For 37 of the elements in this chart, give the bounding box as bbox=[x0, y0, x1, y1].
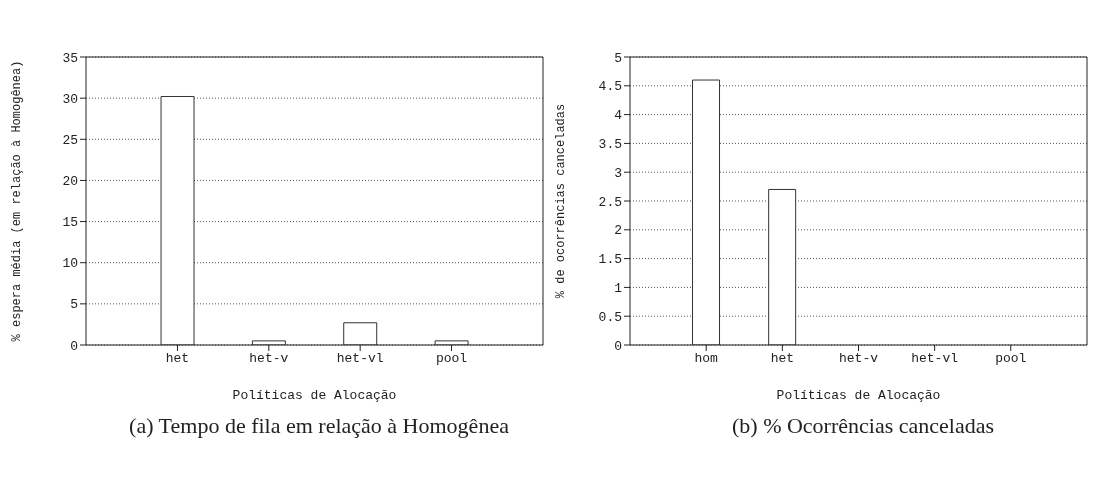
bar bbox=[160, 96, 195, 345]
x-tick-label: het bbox=[165, 351, 190, 367]
y-tick-label: 5 bbox=[614, 50, 622, 66]
bar bbox=[434, 340, 469, 345]
y-tick-label: 2 bbox=[614, 223, 622, 239]
y-tick-label: 1 bbox=[614, 281, 623, 297]
y-tick-label: 5 bbox=[70, 297, 78, 313]
y-tick-label: 30 bbox=[62, 91, 78, 107]
x-tick-label: het-v bbox=[249, 351, 289, 367]
y-tick-label: 1.5 bbox=[598, 252, 622, 268]
y-tick-label: 4.5 bbox=[598, 79, 622, 95]
x-tick-label: pool bbox=[995, 351, 1027, 367]
x-tick-label: hom bbox=[694, 351, 719, 367]
y-tick-label: 25 bbox=[62, 132, 78, 148]
x-axis-title: Políticas de Alocação bbox=[232, 388, 397, 403]
bar bbox=[343, 322, 378, 345]
y-tick-label: 35 bbox=[62, 50, 78, 66]
text: (b) % Ocorrências canceladas bbox=[731, 413, 995, 439]
y-tick-label: 20 bbox=[62, 174, 78, 190]
y-axis-title: % de ocorrências canceladas bbox=[554, 103, 569, 299]
y-tick-label: 2.5 bbox=[598, 194, 622, 210]
y-tick-label: 0 bbox=[70, 338, 78, 354]
x-tick-label: het-v bbox=[838, 351, 879, 367]
y-tick-label: 4 bbox=[614, 108, 623, 124]
x-tick-label: het-vl bbox=[336, 351, 384, 367]
y-tick-label: 0 bbox=[614, 338, 622, 354]
x-axis-title: Políticas de Alocação bbox=[776, 388, 941, 403]
x-tick-label: het-vl bbox=[911, 351, 959, 367]
x-tick-label: het bbox=[770, 351, 795, 367]
y-tick-label: 10 bbox=[62, 256, 78, 272]
text: (a) Tempo de fila em relação à Homogênea bbox=[128, 413, 510, 439]
y-tick-label: 0.5 bbox=[598, 309, 622, 325]
y-tick-label: 3.5 bbox=[598, 137, 622, 153]
y-tick-label: 15 bbox=[62, 215, 78, 231]
x-tick-label: pool bbox=[435, 351, 468, 367]
y-tick-label: 3 bbox=[614, 165, 622, 181]
y-axis-title: % espera média (em relação à Homogênea) bbox=[10, 60, 25, 342]
